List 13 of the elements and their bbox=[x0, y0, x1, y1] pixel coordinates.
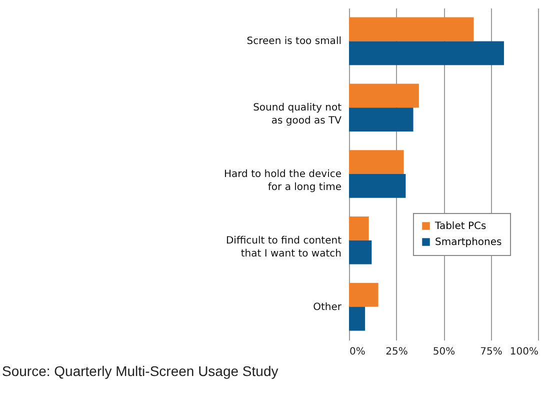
x-tick-label: 75% bbox=[480, 346, 502, 358]
legend-label: Smartphones bbox=[435, 237, 502, 248]
x-tick-label: 100% bbox=[510, 346, 538, 358]
x-tick-label: 0% bbox=[350, 346, 366, 358]
legend-label: Tablet PCs bbox=[434, 221, 486, 232]
x-tick-label: 50% bbox=[432, 346, 456, 358]
y-tick-label: Other bbox=[313, 302, 342, 313]
y-tick-label: Difficult to find content that I want to watch bbox=[226, 235, 342, 260]
y-tick-label: Hard to hold the device for a long time bbox=[224, 169, 342, 193]
y-tick-label: Sound quality not as good as TV bbox=[253, 102, 342, 127]
x-tick-label: 25% bbox=[386, 346, 408, 358]
source-note: Source: Quarterly Multi-Screen Usage Study bbox=[2, 363, 278, 379]
y-tick-label: Screen is too small bbox=[246, 36, 342, 48]
